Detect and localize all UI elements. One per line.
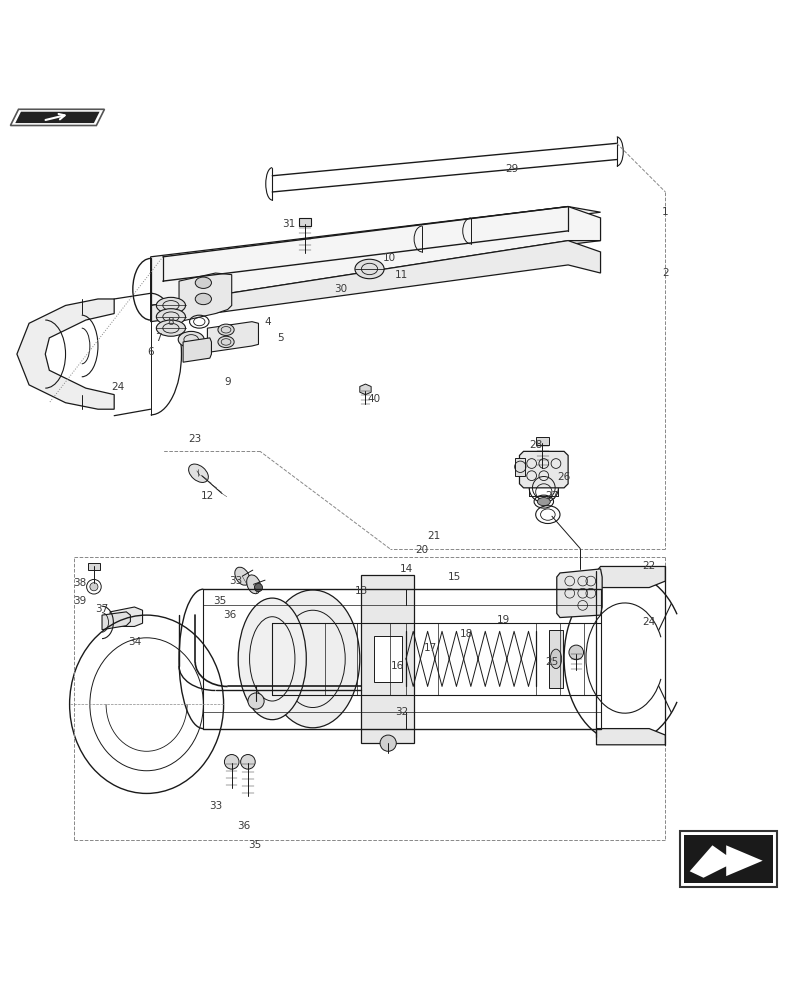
Text: 37: 37	[95, 604, 109, 614]
Text: 31: 31	[281, 219, 294, 229]
Polygon shape	[519, 451, 568, 488]
Polygon shape	[15, 112, 100, 123]
Text: 21: 21	[427, 531, 440, 541]
Ellipse shape	[537, 498, 550, 506]
Text: 22: 22	[642, 561, 655, 571]
Text: 4: 4	[264, 317, 271, 327]
Ellipse shape	[157, 320, 185, 336]
Text: 12: 12	[200, 491, 214, 501]
Ellipse shape	[569, 645, 583, 660]
Bar	[298, 218, 311, 226]
Ellipse shape	[380, 735, 396, 751]
Bar	[373, 636, 401, 682]
Ellipse shape	[234, 567, 249, 585]
Text: 26: 26	[557, 472, 570, 482]
Polygon shape	[207, 322, 258, 352]
Text: 33: 33	[229, 576, 242, 586]
Polygon shape	[102, 612, 131, 630]
Text: 25: 25	[545, 657, 558, 667]
Ellipse shape	[195, 277, 211, 288]
Text: 24: 24	[642, 617, 655, 627]
Polygon shape	[17, 299, 114, 409]
Polygon shape	[596, 566, 664, 588]
Text: 17: 17	[423, 643, 436, 653]
Text: 1: 1	[661, 207, 668, 217]
Text: 23: 23	[188, 434, 202, 444]
Text: 27: 27	[545, 491, 558, 501]
Ellipse shape	[247, 693, 264, 709]
Text: 40: 40	[367, 394, 380, 404]
Ellipse shape	[238, 598, 306, 720]
Text: 16: 16	[391, 661, 404, 671]
Ellipse shape	[90, 583, 98, 591]
Polygon shape	[178, 273, 231, 322]
Polygon shape	[11, 109, 105, 125]
Text: 38: 38	[74, 578, 87, 588]
Text: 11: 11	[394, 270, 407, 280]
Text: 14: 14	[399, 564, 412, 574]
Ellipse shape	[240, 755, 255, 769]
Ellipse shape	[157, 297, 185, 314]
Text: 8: 8	[167, 317, 174, 327]
Polygon shape	[182, 338, 211, 362]
Text: 34: 34	[127, 637, 141, 647]
Polygon shape	[163, 231, 600, 291]
Ellipse shape	[354, 259, 384, 279]
Ellipse shape	[265, 590, 359, 728]
Text: 20: 20	[415, 545, 428, 555]
Polygon shape	[596, 729, 664, 745]
Ellipse shape	[188, 464, 208, 482]
Bar	[535, 437, 548, 445]
Ellipse shape	[195, 293, 211, 305]
Text: 2: 2	[661, 268, 668, 278]
Text: 15: 15	[448, 572, 461, 582]
Text: 13: 13	[354, 586, 367, 596]
Text: 5: 5	[277, 333, 283, 343]
Polygon shape	[359, 384, 371, 395]
Text: 29: 29	[504, 164, 517, 174]
Ellipse shape	[247, 575, 260, 594]
Polygon shape	[151, 241, 600, 322]
Ellipse shape	[254, 583, 262, 592]
Polygon shape	[110, 607, 143, 626]
Text: 35: 35	[212, 596, 226, 606]
Ellipse shape	[157, 309, 185, 325]
Polygon shape	[361, 575, 414, 743]
Text: 24: 24	[111, 382, 125, 392]
Text: 33: 33	[208, 801, 222, 811]
Text: 35: 35	[247, 840, 260, 850]
Text: 39: 39	[74, 596, 87, 606]
Ellipse shape	[217, 324, 234, 335]
Polygon shape	[556, 569, 602, 618]
Text: 6: 6	[147, 347, 154, 357]
Ellipse shape	[224, 755, 238, 769]
Bar	[683, 835, 772, 883]
Text: 36: 36	[237, 821, 251, 831]
Text: 28: 28	[529, 440, 542, 450]
Text: 7: 7	[155, 333, 162, 343]
Text: 36: 36	[223, 610, 237, 620]
Text: 19: 19	[496, 615, 509, 625]
Bar	[548, 630, 563, 688]
Text: 18: 18	[460, 629, 473, 639]
Text: 30: 30	[334, 284, 347, 294]
Polygon shape	[163, 207, 600, 262]
Ellipse shape	[178, 331, 204, 348]
Text: 10: 10	[383, 253, 396, 263]
Bar	[88, 563, 100, 570]
Text: 9: 9	[224, 377, 230, 387]
Polygon shape	[151, 207, 600, 305]
Text: 32: 32	[395, 707, 408, 717]
Bar	[515, 458, 525, 476]
Ellipse shape	[550, 649, 561, 669]
Bar	[679, 831, 776, 887]
Ellipse shape	[217, 336, 234, 348]
Polygon shape	[689, 845, 762, 878]
